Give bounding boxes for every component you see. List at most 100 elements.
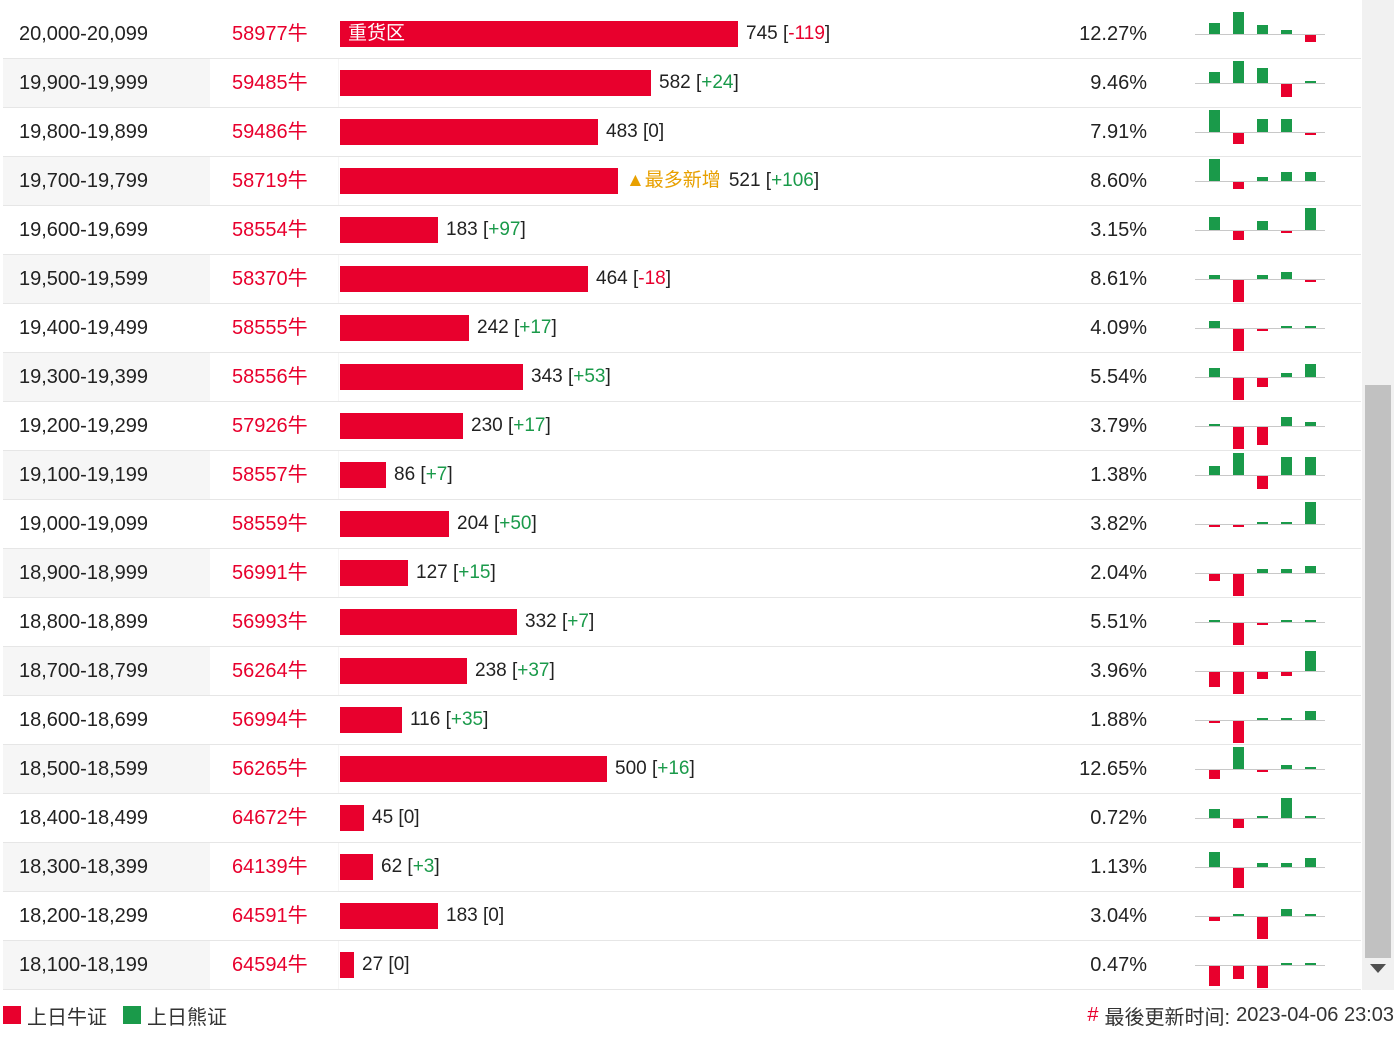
percentage: 1.88% — [1090, 709, 1147, 731]
cbbc-code-link[interactable]: 56264牛 — [232, 660, 308, 682]
quantity-count: 242 — [477, 317, 509, 338]
history-sparkline — [1195, 745, 1325, 793]
price-range: 19,600-19,699 — [19, 219, 149, 241]
sparkline-axis — [1195, 720, 1325, 721]
cbbc-code-link[interactable]: 58555牛 — [232, 317, 308, 339]
vertical-scrollbar[interactable] — [1362, 0, 1394, 990]
sparkline-bar — [1281, 231, 1292, 233]
sparkline-bar — [1209, 110, 1220, 132]
history-sparkline — [1195, 500, 1325, 548]
quantity-change: +3 — [412, 856, 435, 877]
sparkline-bar — [1209, 770, 1220, 779]
scroll-down-arrow-icon[interactable] — [1370, 964, 1386, 973]
percentage: 0.47% — [1090, 954, 1147, 976]
sparkline-bar — [1305, 81, 1316, 83]
sparkline-bar — [1281, 569, 1292, 573]
price-range: 19,900-19,999 — [19, 72, 149, 94]
code-cell-bg — [210, 157, 338, 205]
last-updated: # 最後更新时间: 2023-04-06 23:03 — [1087, 1002, 1394, 1029]
sparkline-bar — [1257, 569, 1268, 573]
quantity-text: 183 [+97] — [446, 219, 526, 240]
sparkline-bar — [1233, 61, 1244, 83]
cbbc-code-link[interactable]: 58719牛 — [232, 170, 308, 192]
quantity-text: 116 [+35] — [410, 709, 489, 730]
sparkline-bar — [1305, 914, 1316, 916]
sparkline-bar — [1257, 917, 1268, 939]
sparkline-bar — [1257, 68, 1268, 83]
cbbc-code-link[interactable]: 64672牛 — [232, 807, 308, 829]
quantity-bar — [340, 217, 438, 243]
sparkline-bar — [1233, 574, 1244, 596]
table-row: 19,100-19,199 58557牛 86 [+7] 1.38% — [3, 451, 1361, 500]
quantity-text: 500 [+16] — [615, 758, 695, 779]
sparkline-bar — [1305, 767, 1316, 769]
history-sparkline — [1195, 549, 1325, 597]
sparkline-bar — [1257, 25, 1268, 34]
cbbc-code-link[interactable]: 56994牛 — [232, 709, 308, 731]
sparkline-bar — [1281, 963, 1292, 965]
price-range: 18,500-18,599 — [19, 758, 149, 780]
cbbc-code-link[interactable]: 64139牛 — [232, 856, 308, 878]
sparkline-bar — [1209, 217, 1220, 230]
code-cell-bg — [210, 647, 338, 695]
sparkline-bar — [1281, 620, 1292, 622]
sparkline-bar — [1281, 84, 1292, 97]
cbbc-code-link[interactable]: 59486牛 — [232, 121, 308, 143]
sparkline-axis — [1195, 671, 1325, 672]
cbbc-code-link[interactable]: 56265牛 — [232, 758, 308, 780]
quantity-bar — [340, 952, 354, 978]
percentage: 3.82% — [1090, 513, 1147, 535]
sparkline-axis — [1195, 622, 1325, 623]
sparkline-bar — [1281, 457, 1292, 475]
cbbc-code-link[interactable]: 58977牛 — [232, 23, 308, 45]
price-range: 19,200-19,299 — [19, 415, 149, 437]
history-sparkline — [1195, 10, 1325, 58]
cbbc-code-link[interactable]: 58556牛 — [232, 366, 308, 388]
bar-cell-bg — [339, 549, 1361, 597]
percentage: 3.96% — [1090, 660, 1147, 682]
sparkline-bar — [1209, 966, 1220, 986]
scrollbar-thumb[interactable] — [1365, 385, 1391, 958]
quantity-bar: 重货区 — [340, 21, 738, 47]
quantity-count: 582 — [659, 72, 691, 93]
sparkline-bar — [1233, 231, 1244, 240]
sparkline-bar — [1233, 721, 1244, 743]
sparkline-bar — [1233, 329, 1244, 351]
cbbc-code-link[interactable]: 56993牛 — [232, 611, 308, 633]
cbbc-code-link[interactable]: 64594牛 — [232, 954, 308, 976]
quantity-change: 0 — [403, 807, 415, 828]
quantity-count: 183 — [446, 905, 478, 926]
quantity-count: 45 — [372, 807, 394, 828]
sparkline-bar — [1233, 378, 1244, 400]
cbbc-code-link[interactable]: 64591牛 — [232, 905, 308, 927]
sparkline-axis — [1195, 377, 1325, 378]
quantity-bar — [340, 168, 618, 194]
quantity-text: 86 [+7] — [394, 464, 453, 485]
history-sparkline — [1195, 353, 1325, 401]
quantity-count: 521 — [728, 170, 761, 191]
cbbc-code-link[interactable]: 59485牛 — [232, 72, 308, 94]
sparkline-bar — [1305, 816, 1316, 818]
sparkline-axis — [1195, 573, 1325, 574]
legend-bull-swatch — [3, 1006, 21, 1024]
cbbc-code-link[interactable]: 56991牛 — [232, 562, 308, 584]
price-range: 19,700-19,799 — [19, 170, 149, 192]
history-sparkline — [1195, 647, 1325, 695]
cbbc-code-link[interactable]: 58370牛 — [232, 268, 308, 290]
table-row: 19,000-19,099 58559牛 204 [+50] 3.82% — [3, 500, 1361, 549]
percentage: 3.79% — [1090, 415, 1147, 437]
cbbc-code-link[interactable]: 57926牛 — [232, 415, 308, 437]
sparkline-axis — [1195, 916, 1325, 917]
quantity-count: 500 — [615, 758, 647, 779]
percentage: 4.09% — [1090, 317, 1147, 339]
table-row: 18,200-18,299 64591牛 183 [0] 3.04% — [3, 892, 1361, 941]
cbbc-code-link[interactable]: 58554牛 — [232, 219, 308, 241]
bar-cell-bg — [339, 451, 1361, 499]
quantity-count: 745 — [746, 23, 778, 44]
quantity-text: 127 [+15] — [416, 562, 496, 583]
sparkline-bar — [1305, 858, 1316, 867]
cbbc-code-link[interactable]: 58557牛 — [232, 464, 308, 486]
cbbc-code-link[interactable]: 58559牛 — [232, 513, 308, 535]
quantity-change: +24 — [701, 72, 734, 93]
quantity-text: 483 [0] — [606, 121, 665, 142]
